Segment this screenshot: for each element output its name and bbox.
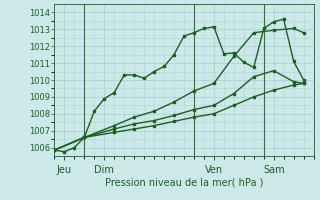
X-axis label: Pression niveau de la mer( hPa ): Pression niveau de la mer( hPa ) xyxy=(105,178,263,188)
